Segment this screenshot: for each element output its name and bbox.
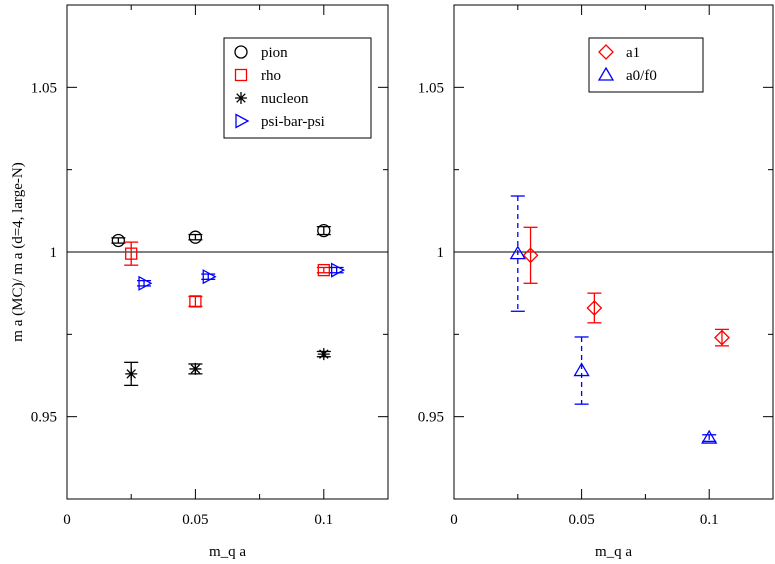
y-tick-label: 1	[50, 245, 58, 261]
x-axis-label: m_q a	[595, 544, 632, 560]
legend-marker	[597, 66, 615, 81]
panel-1: 0 0.05 0.1 0.95 1 1.05 m_q a m a (MC)/ m a (d=4…	[10, 4, 389, 560]
data-point	[202, 269, 217, 285]
data-point	[573, 362, 590, 377]
legend: pion rho nucleon psi-bar-psi	[223, 37, 372, 139]
data-point	[138, 275, 153, 291]
x-tick-label: 0	[450, 512, 458, 528]
x-tick-label: 0.1	[314, 512, 333, 528]
data-point	[125, 247, 138, 260]
data-point	[189, 362, 202, 375]
x-tick-label: 0	[63, 512, 71, 528]
x-tick-label: 0.05	[182, 512, 208, 528]
legend-label: a1	[626, 45, 640, 61]
series-pion	[111, 223, 331, 248]
data-point	[188, 230, 203, 244]
series-psi-bar-psi	[137, 262, 346, 291]
data-point	[522, 247, 539, 264]
data-point	[125, 367, 138, 380]
data-point	[317, 223, 331, 238]
data-point	[714, 329, 730, 346]
legend-marker	[235, 113, 250, 129]
data-point	[317, 263, 330, 277]
y-tick-label: 1.05	[31, 80, 57, 96]
legend-label: pion	[261, 45, 288, 61]
data-point	[317, 348, 330, 361]
legend-label: nucleon	[261, 91, 309, 107]
legend-label: rho	[261, 68, 281, 84]
y-tick-label: 1.05	[418, 80, 444, 96]
legend-marker	[235, 92, 247, 104]
data-point	[111, 233, 126, 248]
x-axis-label: m_q a	[209, 544, 246, 560]
legend-marker	[234, 68, 248, 82]
x-tick-label: 0.05	[568, 512, 594, 528]
panel-2: 0 0.05 0.1 0.95 1 1.05 m_q a a1 a0/f0	[418, 4, 774, 560]
y-tick-label: 1	[437, 245, 445, 261]
series-rho	[124, 241, 331, 308]
legend: a1 a0/f0	[588, 37, 704, 93]
data-point	[330, 262, 346, 278]
legend-marker	[234, 45, 248, 59]
legend-marker	[598, 44, 614, 60]
data-point	[509, 245, 526, 260]
legend-label: a0/f0	[626, 68, 657, 84]
y-tick-label: 0.95	[418, 410, 444, 426]
data-point	[189, 295, 202, 308]
series-a1	[522, 226, 730, 347]
data-point	[586, 300, 603, 316]
legend-label: psi-bar-psi	[261, 114, 325, 130]
data-point	[701, 429, 718, 444]
series-a0/f0	[509, 195, 718, 444]
y-tick-label: 0.95	[31, 410, 57, 426]
y-axis-label: m a (MC)/ m a (d=4, large-N)	[10, 162, 26, 341]
series-nucleon	[124, 348, 331, 387]
x-tick-label: 0.1	[700, 512, 719, 528]
